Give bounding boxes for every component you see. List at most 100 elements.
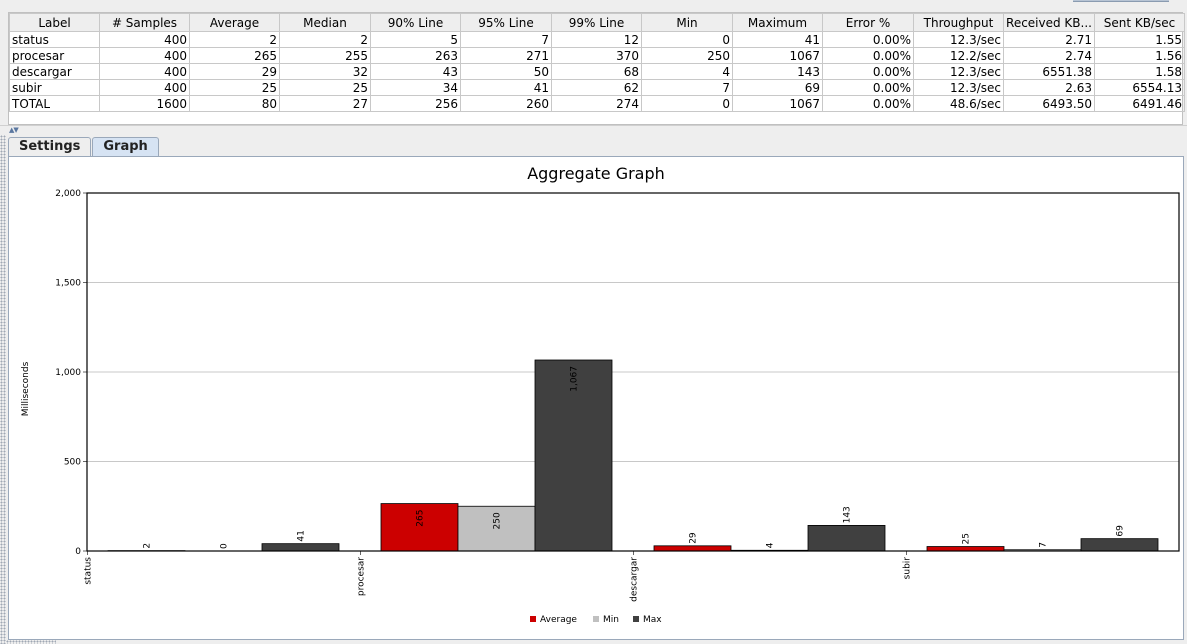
column-header[interactable]: Sent KB/sec [1094, 13, 1185, 32]
table-cell: 12.3/sec [913, 31, 1004, 48]
data-label: 29 [689, 532, 699, 544]
table-cell: 2.63 [1003, 79, 1095, 96]
y-tick-label: 2,000 [55, 189, 81, 199]
table-cell: 1067 [732, 47, 823, 64]
table-header-row: Label # Samples Average Median 90% Line 95% L… [9, 13, 1185, 32]
table-row[interactable]: descargar 400 29 32 43 50 68 4 143 0.00% 12.3/sec 6… [9, 63, 1185, 80]
table-row[interactable]: TOTAL 1600 80 27 256 260 274 0 1067 0.00% 48.6/sec… [9, 95, 1185, 112]
table-cell: 0.00% [822, 47, 914, 64]
table-cell: 400 [99, 47, 190, 64]
chart-title: Aggregate Graph [527, 164, 665, 183]
table-cell: 41 [460, 79, 552, 96]
table-cell: 274 [551, 95, 642, 112]
table-cell: 48.6/sec [913, 95, 1004, 112]
table-cell: TOTAL [9, 95, 100, 112]
column-header[interactable]: 90% Line [370, 13, 461, 32]
table-cell: 400 [99, 79, 190, 96]
legend-swatch-max [633, 616, 639, 622]
table-cell: status [9, 31, 100, 48]
column-header[interactable]: Error % [822, 13, 914, 32]
y-tick-label: 500 [64, 458, 81, 468]
data-label: 265 [416, 510, 426, 527]
bar-average [653, 545, 732, 552]
column-header[interactable]: 99% Line [551, 13, 642, 32]
split-pane-divider[interactable]: ▲▼ [0, 125, 1187, 135]
table-cell: 1600 [99, 95, 190, 112]
legend-label: Max [643, 615, 662, 625]
table-cell: 2 [189, 31, 280, 48]
aggregate-table[interactable]: Label # Samples Average Median 90% Line 95% L… [9, 13, 1185, 112]
bars: 2 0 41 265 250 1,067 29 4 143 25 7 69 [107, 359, 1159, 552]
table-cell: 50 [460, 63, 552, 80]
table-row[interactable]: status 400 2 2 5 7 12 0 41 0.00% 12.3/sec 2.71 1.55 [9, 31, 1185, 48]
bar-max [261, 543, 340, 552]
table-cell: 62 [551, 79, 642, 96]
y-tick-label: 1,000 [55, 368, 81, 378]
table-cell: 4 [641, 63, 733, 80]
table-cell: 12.3/sec [913, 79, 1004, 96]
bar-max [534, 359, 613, 552]
table-cell: 5 [370, 31, 461, 48]
data-label: 69 [1116, 525, 1126, 537]
table-cell: 256 [370, 95, 461, 112]
column-header[interactable]: # Samples [99, 13, 190, 32]
axes: 0 500 1,000 1,500 2,000 status procesar descarg… [55, 189, 1180, 602]
y-axis-label: Milliseconds [21, 361, 31, 416]
table-cell: 0.00% [822, 79, 914, 96]
legend-label: Min [603, 615, 619, 625]
table-cell: 32 [279, 63, 371, 80]
category-label: procesar [357, 557, 367, 596]
aggregate-table-panel[interactable]: Label # Samples Average Median 90% Line 95% L… [8, 12, 1185, 125]
table-cell: 7 [641, 79, 733, 96]
table-cell: 2.74 [1003, 47, 1095, 64]
data-label: 2 [143, 543, 153, 549]
table-cell: 250 [641, 47, 733, 64]
tab-settings[interactable]: Settings [8, 137, 92, 156]
tab-graph[interactable]: Graph [92, 137, 159, 156]
table-cell: 69 [732, 79, 823, 96]
legend-label: Average [540, 615, 577, 625]
table-cell: 43 [370, 63, 461, 80]
table-cell: 2.71 [1003, 31, 1095, 48]
column-header[interactable]: Maximum [732, 13, 823, 32]
table-cell: 265 [189, 47, 280, 64]
table-cell: 260 [460, 95, 552, 112]
table-cell: 6491.46 [1094, 95, 1185, 112]
table-cell: 68 [551, 63, 642, 80]
collapse-arrows-icon[interactable]: ▲▼ [9, 126, 19, 134]
table-row[interactable]: procesar 400 265 255 263 271 370 250 1067 0.00% 12… [9, 47, 1185, 64]
column-header[interactable]: 95% Line [460, 13, 552, 32]
table-cell: 370 [551, 47, 642, 64]
category-label: status [84, 557, 94, 585]
column-header[interactable]: Label [9, 13, 100, 32]
graph-panel: Aggregate Graph Milliseconds 2 0 41 265 250 1… [8, 156, 1184, 640]
column-header[interactable]: Average [189, 13, 280, 32]
table-body: status 400 2 2 5 7 12 0 41 0.00% 12.3/sec 2.71 1.55 p… [9, 31, 1185, 112]
table-cell: 1.58 [1094, 63, 1185, 80]
table-cell: descargar [9, 63, 100, 80]
plot-border [86, 192, 1180, 552]
table-cell: 0.00% [822, 63, 914, 80]
column-header[interactable]: Throughput [913, 13, 1004, 32]
column-header[interactable]: Received KB... [1003, 13, 1095, 32]
table-cell: 25 [279, 79, 371, 96]
table-cell: 0 [641, 95, 733, 112]
table-cell: 12.2/sec [913, 47, 1004, 64]
table-row[interactable]: subir 400 25 25 34 41 62 7 69 0.00% 12.3/sec 2.63 65… [9, 79, 1185, 96]
table-cell: 34 [370, 79, 461, 96]
table-cell: 1067 [732, 95, 823, 112]
legend-swatch-min [593, 616, 599, 622]
category-label: subir [903, 557, 913, 580]
table-cell: 29 [189, 63, 280, 80]
bottom-grip-dots [6, 640, 56, 644]
data-label: 143 [843, 506, 853, 523]
left-grip-dots [0, 135, 6, 644]
table-cell: 0.00% [822, 31, 914, 48]
column-header[interactable]: Min [641, 13, 733, 32]
table-cell: 27 [279, 95, 371, 112]
column-header[interactable]: Median [279, 13, 371, 32]
table-cell: 143 [732, 63, 823, 80]
table-cell: 2 [279, 31, 371, 48]
table-cell: 25 [189, 79, 280, 96]
legend: Average Min Max [530, 615, 662, 625]
